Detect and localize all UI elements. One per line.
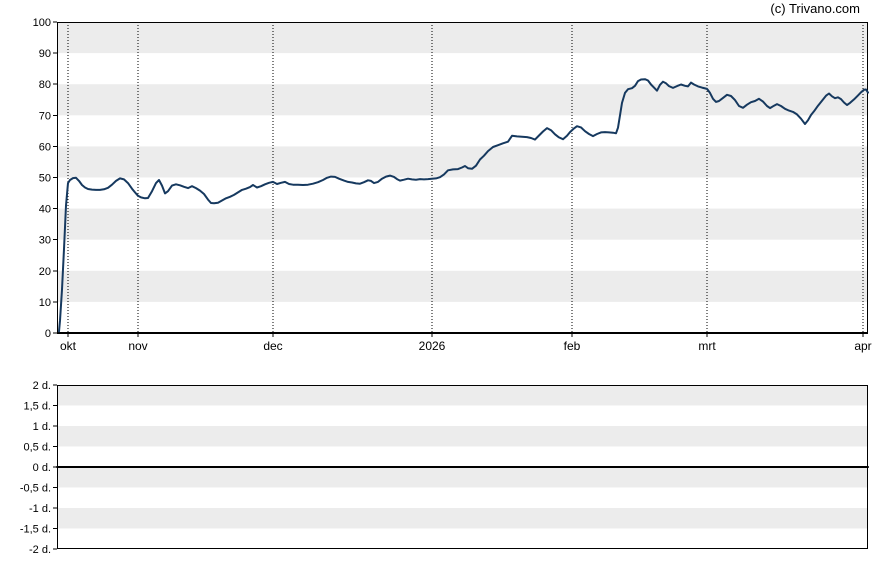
y-tick-label: 10 bbox=[39, 297, 51, 309]
y-tick-label: 40 bbox=[39, 204, 51, 216]
copyright-text: (c) Trivano.com bbox=[770, 1, 860, 16]
y-tick-label: 50 bbox=[39, 173, 51, 185]
alternating-band bbox=[57, 84, 868, 116]
y-tick-label: 100 bbox=[33, 17, 51, 29]
alternating-band bbox=[57, 146, 868, 178]
y-tick-label: -2 d. bbox=[29, 544, 51, 556]
x-tick-label: nov bbox=[128, 339, 147, 353]
alternating-band bbox=[57, 426, 868, 447]
y-tick-label: 80 bbox=[39, 79, 51, 91]
y-tick-label: 70 bbox=[39, 110, 51, 122]
x-tick-label: dec bbox=[263, 339, 282, 353]
x-tick-label: mrt bbox=[698, 339, 716, 353]
alternating-band bbox=[57, 385, 868, 406]
y-tick-label: 60 bbox=[39, 141, 51, 153]
x-tick-label: feb bbox=[564, 339, 581, 353]
y-tick-label: 1,5 d. bbox=[23, 401, 51, 413]
y-tick-label: 20 bbox=[39, 266, 51, 278]
x-tick-label: 2026 bbox=[419, 339, 446, 353]
y-tick-label: -0,5 d. bbox=[20, 483, 51, 495]
y-tick-label: 2 d. bbox=[33, 380, 51, 392]
alternating-band bbox=[57, 22, 868, 54]
alternating-band bbox=[57, 270, 868, 302]
y-tick-label: 0,5 d. bbox=[23, 442, 51, 454]
y-tick-label: 30 bbox=[39, 235, 51, 247]
y-tick-label: 90 bbox=[39, 48, 51, 60]
alternating-band bbox=[57, 508, 868, 529]
y-tick-label: 0 d. bbox=[33, 462, 51, 474]
x-tick-label: apr bbox=[854, 339, 871, 353]
y-tick-label: 1 d. bbox=[33, 421, 51, 433]
alternating-band bbox=[57, 208, 868, 240]
y-tick-label: 0 bbox=[45, 328, 51, 340]
alternating-band bbox=[57, 467, 868, 488]
x-tick-label: okt bbox=[60, 339, 77, 353]
stock-price-series-line bbox=[58, 78, 869, 333]
y-tick-label: -1,5 d. bbox=[20, 524, 51, 536]
y-tick-label: -1 d. bbox=[29, 503, 51, 515]
